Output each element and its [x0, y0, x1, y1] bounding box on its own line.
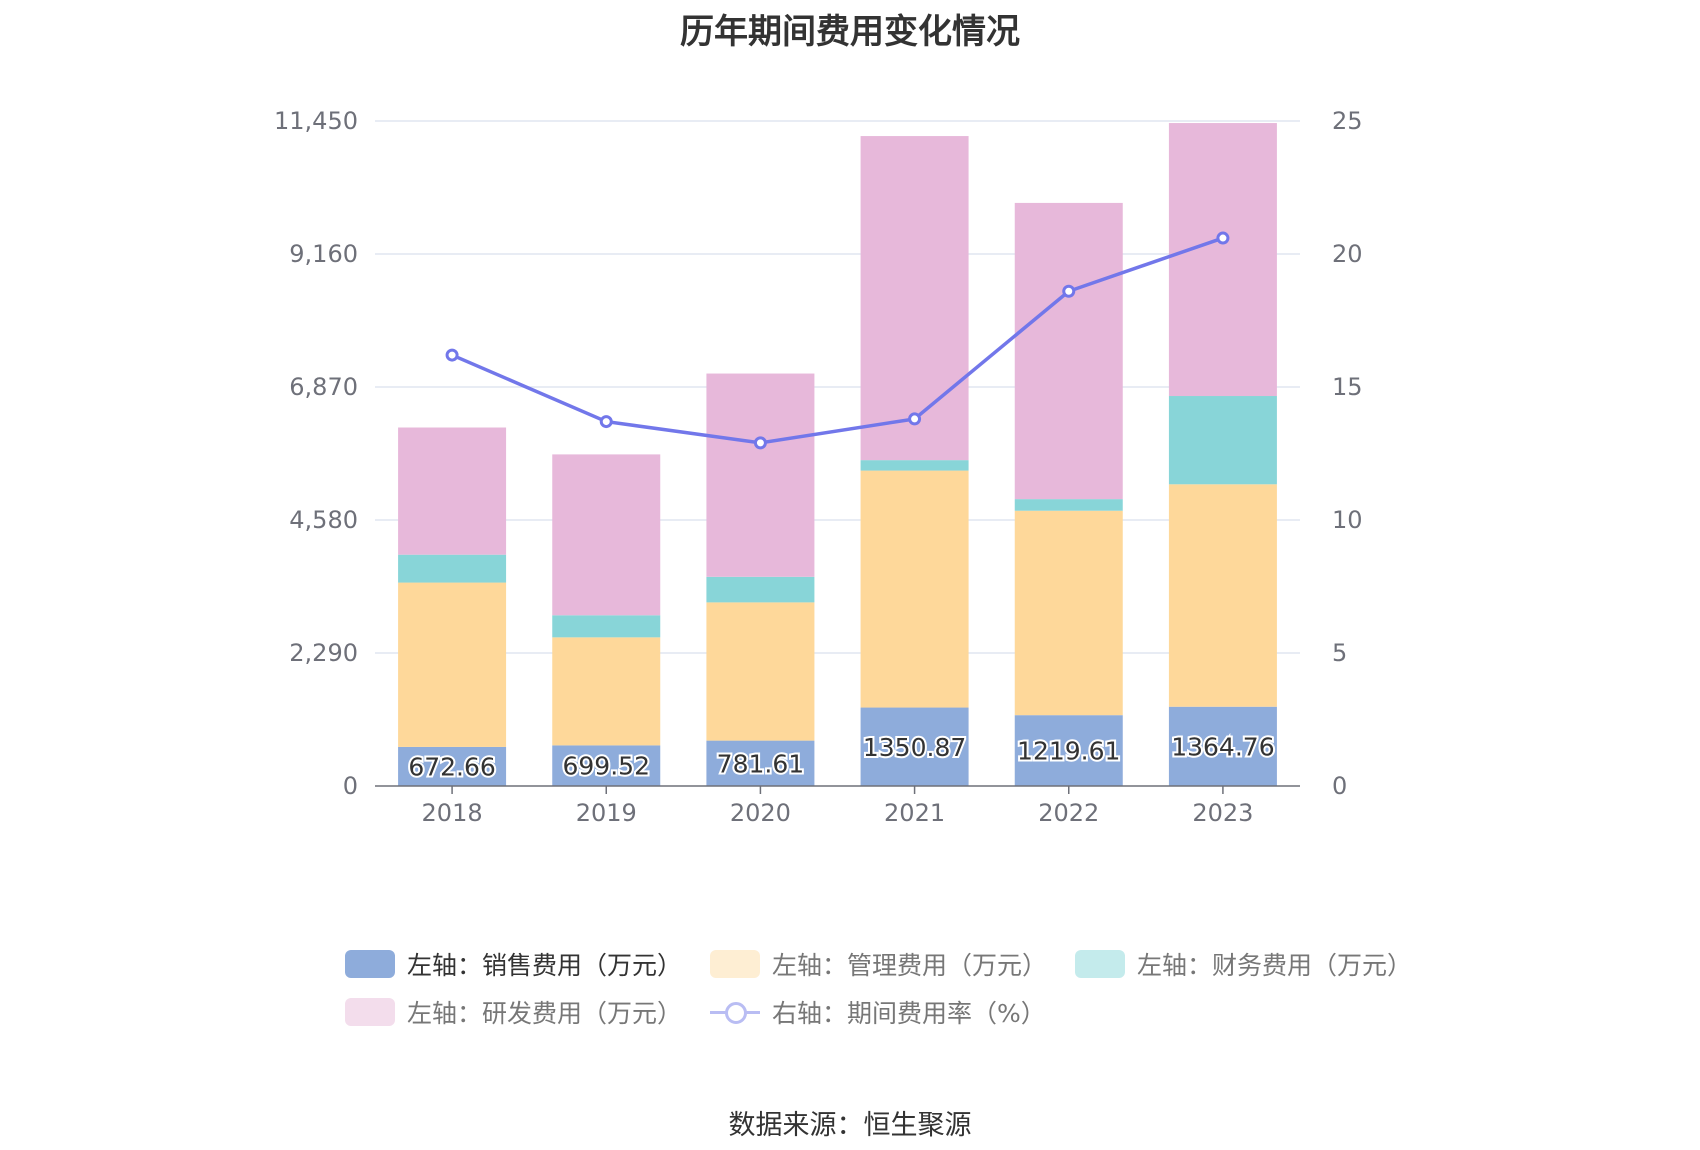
right-axis-tick-label: 5 — [1332, 639, 1347, 667]
bar-finance — [552, 615, 661, 638]
data-label-sales: 1219.61 — [1017, 737, 1120, 766]
legend-label-rnd: 左轴：研发费用（万元） — [407, 999, 683, 1028]
right-axis-tick-label: 10 — [1332, 506, 1363, 534]
bar-rnd — [706, 373, 815, 577]
legend: 左轴：销售费用（万元） 左轴：管理费用（万元） 左轴：财务费用（万元） 左轴：研… — [345, 940, 1445, 1036]
legend-swatch-admin — [710, 950, 761, 978]
expense-rate-point — [1216, 231, 1230, 245]
bar-sales — [1014, 715, 1123, 786]
legend-swatch-expense-rate — [710, 998, 761, 1026]
bar-finance — [398, 554, 507, 583]
data-label-sales: 781.61 — [717, 749, 804, 778]
legend-swatch-rnd — [345, 998, 395, 1026]
legend-label-expense-rate: 右轴：期间费用率（%） — [772, 999, 1046, 1028]
bar-finance — [1168, 396, 1277, 485]
legend-item-rnd[interactable]: 左轴：研发费用（万元） — [345, 994, 682, 1030]
left-axis-tick-label: 6,870 — [289, 373, 358, 401]
expense-rate-point — [445, 348, 459, 362]
bar-admin — [552, 637, 661, 746]
expense-rate-point — [908, 412, 922, 426]
data-source: 数据来源：恒生聚源 — [728, 1110, 972, 1141]
left-axis-tick-label: 11,450 — [274, 107, 358, 135]
left-axis-tick-label: 0 — [343, 772, 358, 800]
bar-sales — [1168, 706, 1277, 786]
left-axis-tick-label: 4,580 — [289, 506, 358, 534]
x-axis-tick-label: 2021 — [884, 799, 945, 827]
legend-label-sales: 左轴：销售费用（万元） — [407, 951, 683, 980]
left-axis-tick-label: 9,160 — [289, 240, 358, 268]
left-axis-tick-label: 2,290 — [289, 639, 358, 667]
bar-admin — [860, 470, 969, 708]
data-label-sales: 1364.76 — [1171, 732, 1274, 761]
bar-sales — [706, 740, 815, 786]
data-label-sales: 1350.87 — [863, 733, 966, 762]
legend-item-expense-rate[interactable]: 右轴：期间费用率（%） — [710, 994, 1046, 1030]
x-axis-tick-label: 2020 — [730, 799, 791, 827]
bar-rnd — [398, 427, 507, 555]
data-label-sales: 672.66 — [408, 752, 495, 781]
expense-rate-point — [599, 415, 613, 429]
expense-rate-point — [753, 436, 767, 450]
x-axis-tick-label: 2022 — [1038, 799, 1099, 827]
right-axis-tick-label: 0 — [1332, 772, 1347, 800]
bar-rnd — [1014, 202, 1123, 500]
bar-rnd — [552, 454, 661, 616]
expense-rate-line — [451, 236, 1224, 445]
bar-admin — [1168, 484, 1277, 707]
bar-finance — [1014, 499, 1123, 511]
right-axis-tick-label: 20 — [1332, 240, 1363, 268]
legend-item-sales[interactable]: 左轴：销售费用（万元） — [345, 946, 682, 982]
bar-sales — [860, 707, 969, 786]
x-axis-tick-label: 2019 — [576, 799, 637, 827]
bar-admin — [706, 602, 815, 741]
legend-item-finance[interactable]: 左轴：财务费用（万元） — [1075, 946, 1412, 982]
bar-sales — [398, 746, 507, 786]
bar-rnd — [860, 136, 969, 461]
right-axis-tick-label: 15 — [1332, 373, 1363, 401]
right-axis-tick-label: 25 — [1332, 107, 1363, 135]
x-axis-tick-label: 2023 — [1192, 799, 1253, 827]
bar-admin — [398, 582, 507, 747]
bar-rnd — [1168, 123, 1277, 397]
legend-label-admin: 左轴：管理费用（万元） — [772, 951, 1048, 980]
chart-title: 历年期间费用变化情况 — [680, 12, 1020, 52]
legend-swatch-sales — [345, 950, 395, 978]
legend-label-finance: 左轴：财务费用（万元） — [1137, 951, 1413, 980]
bar-finance — [860, 460, 969, 471]
legend-item-admin[interactable]: 左轴：管理费用（万元） — [710, 946, 1047, 982]
data-label-sales: 699.52 — [563, 752, 650, 781]
expense-rate-point — [1062, 284, 1076, 298]
bar-finance — [706, 576, 815, 603]
bar-admin — [1014, 510, 1123, 716]
bar-sales — [552, 745, 661, 786]
legend-swatch-finance — [1075, 950, 1126, 978]
x-axis-tick-label: 2018 — [422, 799, 483, 827]
